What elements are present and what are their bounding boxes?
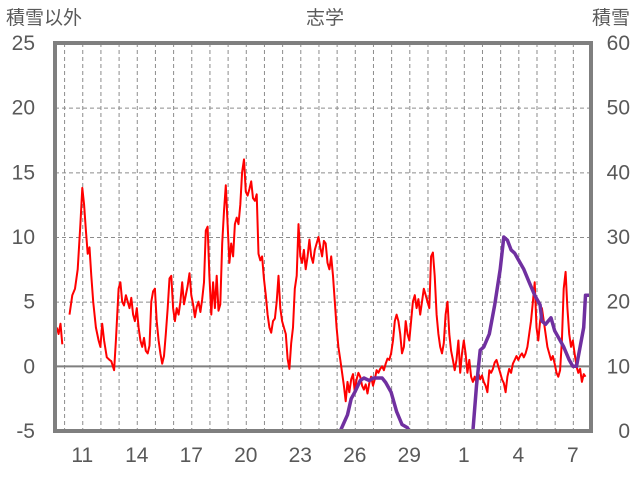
x-tick-label: 29 (398, 444, 421, 467)
right-axis-label: 積雪 (592, 7, 630, 29)
series-lines (55, 158, 591, 433)
x-tick-label: 7 (567, 444, 579, 467)
x-tick-label: 26 (343, 444, 366, 467)
plot-frame (53, 41, 593, 433)
right-tick-label: 50 (607, 97, 630, 120)
chart-title: 志学 (306, 7, 344, 29)
x-axis-ticks: 11 14 17 20 23 26 29 1 4 7 (71, 444, 578, 467)
right-axis-ticks: 0 10 20 30 40 50 60 (607, 32, 630, 443)
x-tick-label: 20 (234, 444, 257, 467)
x-tick-label: 11 (71, 444, 93, 467)
left-tick-label: 25 (12, 32, 35, 55)
snow-depth-line (55, 235, 591, 433)
x-tick-label: 14 (125, 444, 149, 467)
right-tick-label: 30 (607, 226, 630, 249)
left-axis-ticks: -5 0 5 10 15 20 25 (12, 32, 35, 443)
right-tick-label: 0 (618, 420, 630, 443)
other-series-line (55, 322, 64, 345)
x-tick-label: 23 (289, 444, 312, 467)
right-tick-label: 20 (607, 291, 630, 314)
right-tick-label: 10 (607, 355, 630, 378)
x-tick-label: 4 (512, 444, 524, 467)
left-tick-label: 20 (12, 97, 35, 120)
x-tick-label: 1 (458, 444, 470, 467)
left-tick-label: 10 (12, 226, 35, 249)
left-tick-label: 5 (23, 291, 35, 314)
x-tick-label: 17 (180, 444, 203, 467)
left-tick-label: -5 (16, 420, 35, 443)
other-series-line (68, 158, 587, 403)
right-tick-label: 60 (607, 32, 630, 55)
right-tick-label: 40 (607, 161, 630, 184)
left-axis-label: 積雪以外 (6, 7, 82, 29)
left-tick-label: 15 (12, 161, 35, 184)
left-tick-label: 0 (23, 355, 35, 378)
